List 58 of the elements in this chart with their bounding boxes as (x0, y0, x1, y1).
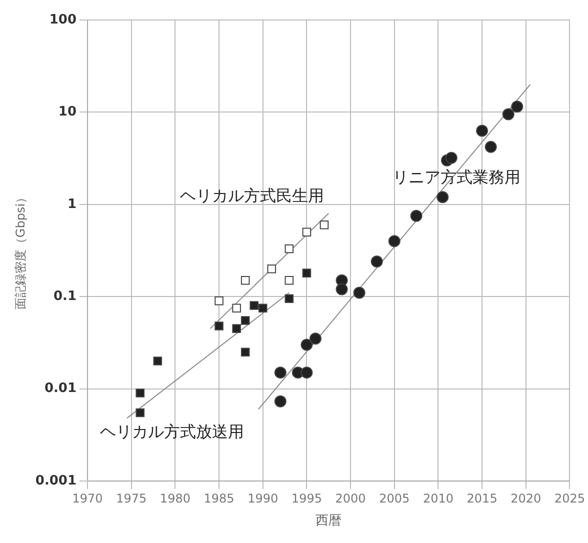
point (240, 276, 250, 285)
point (388, 235, 400, 248)
point (302, 268, 312, 278)
x-tick-label: 1990 (248, 491, 278, 506)
x-tick-label: 1995 (291, 491, 322, 506)
y-axis-title: 面記録密度（Gbpsi） (13, 191, 28, 310)
point (445, 152, 458, 164)
series-label: リニア方式業務用 (392, 167, 521, 186)
x-tick-label: 2025 (554, 491, 586, 506)
point (136, 388, 145, 398)
y-tick-label: 0.01 (44, 381, 77, 396)
y-tick-label: 0.001 (35, 473, 77, 488)
series-label: ヘリカル方式放送用 (100, 422, 244, 442)
point (336, 283, 348, 296)
y-tick-label: 100 (49, 12, 77, 28)
x-tick-label: 1985 (204, 491, 234, 506)
y-tick-label: 1 (67, 196, 77, 212)
point (353, 286, 366, 299)
x-tick-label: 2020 (510, 491, 542, 506)
point (320, 220, 329, 230)
point (232, 324, 241, 333)
point (436, 191, 449, 204)
x-axis-title: 西暦 (316, 514, 342, 529)
point (250, 301, 258, 310)
point (267, 264, 276, 274)
point (274, 395, 286, 408)
point (476, 124, 488, 137)
x-tick-label: 2015 (466, 491, 498, 506)
point (258, 304, 268, 313)
point (284, 244, 294, 254)
point (511, 100, 524, 113)
x-tick-label: 2010 (422, 491, 454, 506)
point (302, 228, 312, 237)
point (284, 294, 294, 304)
x-tick-label: 2000 (335, 491, 366, 506)
point (232, 304, 241, 313)
point (410, 210, 422, 222)
point (300, 338, 313, 351)
y-tick-label: 10 (58, 104, 77, 120)
x-tick-label: 1970 (72, 491, 103, 506)
x-tick-label: 2005 (379, 491, 410, 506)
x-tick-label: 1980 (160, 491, 190, 506)
point (370, 256, 383, 268)
point (484, 140, 497, 153)
point (309, 332, 322, 345)
series-label: ヘリカル方式民生用 (180, 186, 324, 206)
point (214, 322, 224, 330)
point (240, 316, 250, 325)
point (274, 366, 286, 379)
point (300, 366, 313, 379)
y-tick-label: 0.1 (53, 288, 77, 304)
point (153, 356, 162, 366)
point (136, 408, 145, 418)
point (214, 296, 224, 306)
point (502, 108, 514, 120)
point (284, 276, 294, 285)
x-tick-label: 1975 (116, 491, 147, 506)
point (240, 348, 250, 356)
